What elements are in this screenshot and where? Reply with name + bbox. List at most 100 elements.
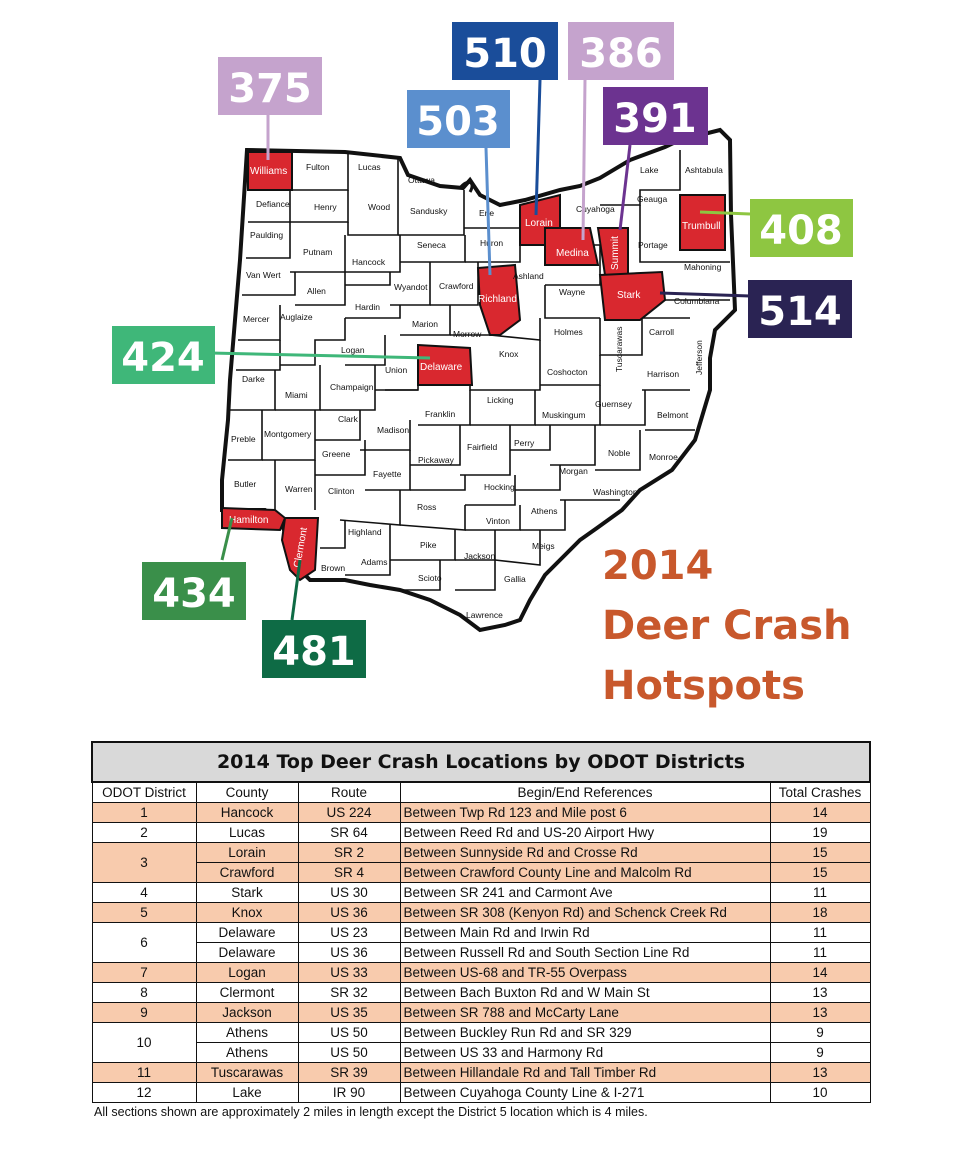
callout-424: 424 — [112, 326, 215, 384]
county-label-mercer: Mercer — [243, 314, 270, 324]
cell-references: Between Bach Buxton Rd and W Main St — [399, 982, 771, 1003]
cell-county: Lucas — [195, 822, 299, 843]
county-label-jackson: Jackson — [464, 551, 495, 561]
cell-route: US 36 — [297, 902, 401, 923]
cell-references: Between Reed Rd and US-20 Airport Hwy — [399, 822, 771, 843]
cell-route: US 50 — [297, 1022, 401, 1043]
county-labels: Williams Fulton Lucas Ottawa Defiance He… — [229, 162, 723, 620]
callout-386: 386 — [568, 22, 674, 80]
callout-510-label: 510 — [463, 31, 547, 77]
county-label-highland: Highland — [348, 527, 382, 537]
table-row: 12 Lake IR 90 Between Cuyahoga County Li… — [91, 1082, 871, 1103]
table-footnote: All sections shown are approximately 2 m… — [94, 1105, 648, 1119]
map-title-line3: Hotspots — [602, 663, 805, 709]
cell-district: 3 — [91, 842, 197, 883]
callout-375: 375 — [218, 57, 322, 115]
callout-481-label: 481 — [272, 629, 356, 675]
county-label-perry: Perry — [514, 438, 535, 448]
cell-county: Clermont — [195, 982, 299, 1003]
cell-crashes: 19 — [769, 822, 871, 843]
county-label-darke: Darke — [242, 374, 265, 384]
cell-county: Jackson — [195, 1002, 299, 1023]
cell-county: Athens — [195, 1042, 299, 1063]
cell-district: 2 — [91, 822, 197, 843]
cell-references: Between Russell Rd and South Section Lin… — [399, 942, 771, 963]
table-row: 3 Lorain SR 2 Between Sunnyside Rd and C… — [91, 842, 871, 883]
county-label-lucas: Lucas — [358, 162, 381, 172]
table-row: 9 Jackson US 35 Between SR 788 and McCar… — [91, 1002, 871, 1023]
county-label-paulding: Paulding — [250, 230, 283, 240]
cell-crashes: 18 — [769, 902, 871, 923]
callout-408: 408 — [750, 199, 853, 257]
hotspot-counties — [221, 151, 726, 582]
county-label-butler: Butler — [234, 479, 256, 489]
county-label-columbiana: Columbiana — [674, 296, 720, 306]
cell-route: US 23 — [297, 922, 401, 943]
cell-route: SR 2 — [297, 842, 401, 863]
county-label-montgomery: Montgomery — [264, 429, 312, 439]
callout-pointers — [209, 79, 751, 621]
county-label-hocking: Hocking — [484, 482, 515, 492]
county-label-washington: Washington — [593, 487, 638, 497]
table-row: 2 Lucas SR 64 Between Reed Rd and US-20 … — [91, 822, 871, 843]
cell-crashes: 15 — [769, 842, 871, 863]
county-label-jefferson: Jefferson — [694, 340, 704, 375]
cell-county: Knox — [195, 902, 299, 923]
county-label-fulton: Fulton — [306, 162, 330, 172]
table-row: 11 Tuscarawas SR 39 Between Hillandale R… — [91, 1062, 871, 1083]
cell-district: 9 — [91, 1002, 197, 1023]
hotspot-williams — [247, 151, 293, 191]
callout-386-label: 386 — [579, 31, 663, 77]
county-label-guernsey: Guernsey — [595, 399, 633, 409]
county-label-licking: Licking — [487, 395, 514, 405]
county-label-stark: Stark — [617, 290, 641, 301]
table-row: 8 Clermont SR 32 Between Bach Buxton Rd … — [91, 982, 871, 1003]
cell-crashes: 9 — [769, 1042, 871, 1063]
table-row: 5 Knox US 36 Between SR 308 (Kenyon Rd) … — [91, 902, 871, 923]
cell-crashes: 13 — [769, 1062, 871, 1083]
cell-route: US 30 — [297, 882, 401, 903]
cell-district: 1 — [91, 802, 197, 823]
hotspot-stark — [598, 270, 667, 321]
cell-references: Between US-68 and TR-55 Overpass — [399, 962, 771, 983]
callout-424-label: 424 — [121, 335, 205, 381]
county-label-van-wert: Van Wert — [246, 270, 281, 280]
cell-district: 5 — [91, 902, 197, 923]
cell-references: Between Cuyahoga County Line & I-271 — [399, 1082, 771, 1103]
cell-crashes: 14 — [769, 962, 871, 983]
cell-route: SR 4 — [297, 862, 401, 883]
callout-514-label: 514 — [758, 289, 842, 335]
cell-district: 6 — [91, 922, 197, 963]
cell-county: Tuscarawas — [195, 1062, 299, 1083]
cell-references: Between Main Rd and Irwin Rd — [399, 922, 771, 943]
callout-503: 503 — [407, 90, 510, 148]
cell-county: Logan — [195, 962, 299, 983]
cell-crashes: 11 — [769, 882, 871, 903]
county-label-lawrence: Lawrence — [466, 610, 503, 620]
callout-391-label: 391 — [613, 96, 697, 142]
callout-481: 481 — [262, 620, 366, 678]
cell-references: Between US 33 and Harmony Rd — [399, 1042, 771, 1063]
county-label-williams: Williams — [250, 166, 287, 177]
county-label-adams: Adams — [361, 557, 387, 567]
cell-district: 12 — [91, 1082, 197, 1103]
county-label-brown: Brown — [321, 563, 345, 573]
cell-references: Between Hillandale Rd and Tall Timber Rd — [399, 1062, 771, 1083]
county-label-ottawa: Ottawa — [408, 175, 435, 185]
cell-route: IR 90 — [297, 1082, 401, 1103]
cell-references: Between Twp Rd 123 and Mile post 6 — [399, 802, 771, 823]
county-label-coshocton: Coshocton — [547, 367, 588, 377]
cell-crashes: 9 — [769, 1022, 871, 1043]
cell-references: Between SR 241 and Carmont Ave — [399, 882, 771, 903]
cell-route: US 35 — [297, 1002, 401, 1023]
cell-route: US 224 — [297, 802, 401, 823]
county-label-gallia: Gallia — [504, 574, 526, 584]
cell-county: Delaware — [195, 942, 299, 963]
county-label-hardin: Hardin — [355, 302, 380, 312]
county-label-medina: Medina — [556, 248, 589, 259]
county-label-morgan: Morgan — [559, 466, 588, 476]
county-label-preble: Preble — [231, 434, 256, 444]
crash-locations-table: 2014 Top Deer Crash Locations by ODOT Di… — [90, 741, 872, 1103]
hotspot-medina — [544, 227, 600, 266]
hotspot-trumbull — [679, 194, 726, 251]
